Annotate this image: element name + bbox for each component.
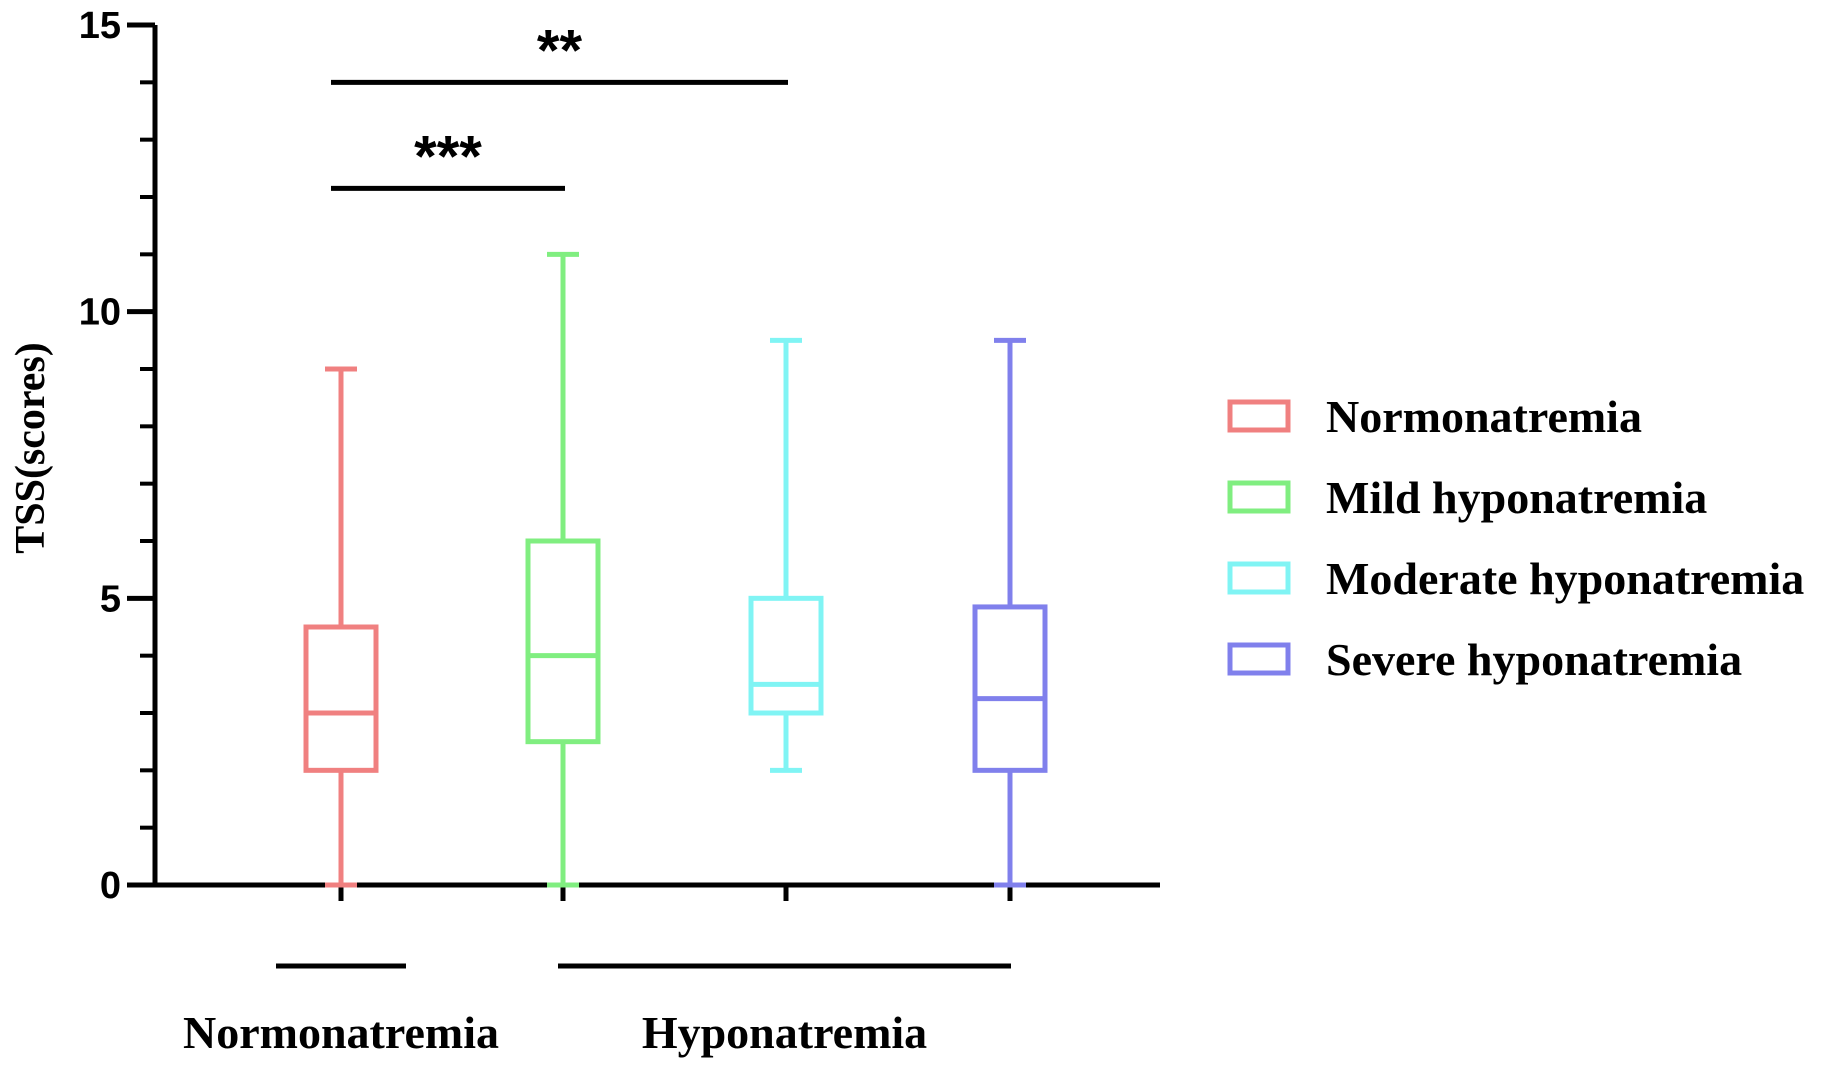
legend-label: Severe hyponatremia bbox=[1326, 634, 1742, 685]
y-tick-label: 10 bbox=[79, 292, 121, 334]
group-label: Normonatremia bbox=[183, 1007, 499, 1058]
box-series bbox=[303, 251, 1048, 888]
box-iqr bbox=[525, 538, 601, 745]
y-tick-label: 5 bbox=[100, 578, 121, 620]
x-axis bbox=[153, 882, 1160, 901]
box-mild-hyponatremia bbox=[525, 251, 601, 888]
legend-swatch bbox=[1227, 642, 1291, 676]
box-iqr bbox=[972, 604, 1048, 773]
legend-swatch bbox=[1227, 561, 1291, 595]
significance-brackets: ***** bbox=[331, 18, 788, 191]
legend-label: Moderate hyponatremia bbox=[1326, 553, 1804, 604]
box-normonatremia bbox=[303, 366, 379, 888]
box-iqr bbox=[748, 595, 824, 716]
y-axis-title: TSS(scores) bbox=[8, 342, 54, 554]
box-iqr bbox=[303, 624, 379, 773]
significance-label: *** bbox=[414, 124, 482, 189]
legend-swatch bbox=[1227, 480, 1291, 514]
y-tick-label: 0 bbox=[100, 865, 121, 907]
legend-swatch bbox=[1227, 399, 1291, 433]
legend-label: Mild hyponatremia bbox=[1326, 472, 1707, 523]
legend: Normonatremia Mild hyponatremia Moderate h… bbox=[1227, 391, 1804, 685]
box-severe-hyponatremia bbox=[972, 337, 1048, 888]
y-axis: 0 5 10 15 bbox=[79, 5, 158, 907]
significance-label: ** bbox=[537, 18, 583, 83]
box-moderate-hyponatremia bbox=[748, 337, 824, 773]
y-tick-label: 15 bbox=[79, 5, 121, 47]
group-label: Hyponatremia bbox=[642, 1007, 927, 1058]
legend-label: Normonatremia bbox=[1326, 391, 1642, 442]
group-brackets: Normonatremia Hyponatremia bbox=[183, 963, 1011, 1058]
